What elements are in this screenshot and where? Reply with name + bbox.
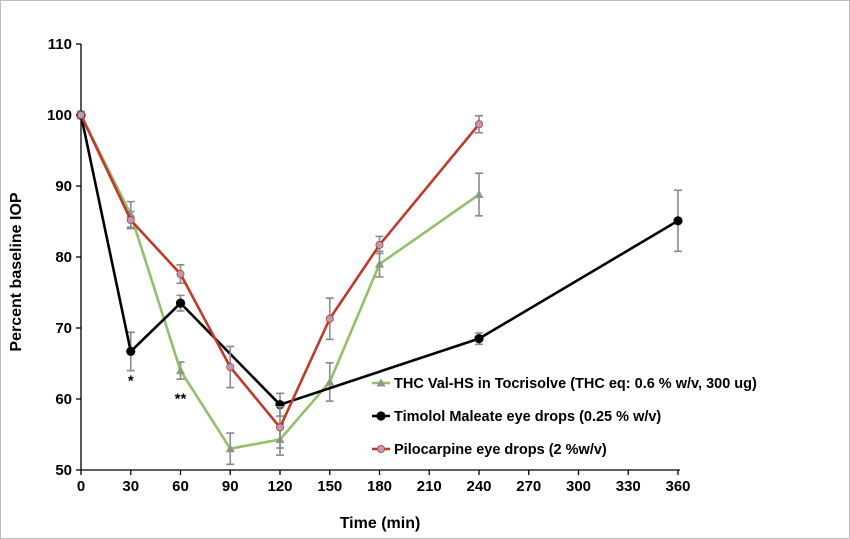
x-tick-label: 150 <box>317 478 342 495</box>
data-point <box>226 363 235 372</box>
data-point <box>275 423 284 432</box>
x-tick-label: 240 <box>466 478 491 495</box>
data-point <box>77 111 86 120</box>
data-point <box>474 334 484 344</box>
annotations: *** <box>128 373 187 408</box>
y-axis-ticks: 50 60 70 80 90 100 110 <box>47 36 81 479</box>
series-layer <box>76 110 683 466</box>
data-point <box>474 190 484 199</box>
x-tick-label: 360 <box>665 478 690 495</box>
x-axis-ticks: 0 30 60 90 120 150 180 210 240 270 300 330 360 <box>77 470 691 495</box>
x-tick-label: 330 <box>616 478 641 495</box>
x-axis-title: Time (min) <box>340 515 421 532</box>
significance-marker: * <box>128 373 134 390</box>
x-tick-label: 180 <box>367 478 392 495</box>
legend: THC Val-HS in Tocrisolve (THC eq: 0.6 % … <box>372 376 757 458</box>
y-tick-label: 50 <box>55 462 72 479</box>
data-point <box>375 240 384 249</box>
data-point <box>375 259 384 268</box>
x-tick-label: 90 <box>222 478 239 495</box>
legend-item-2: Pilocarpine eye drops (2 %w/v) <box>372 442 607 458</box>
legend-label: Pilocarpine eye drops (2 %w/v) <box>394 442 607 458</box>
y-tick-label: 90 <box>55 178 72 195</box>
data-point <box>176 270 185 279</box>
y-tick-label: 60 <box>55 391 72 408</box>
data-point <box>126 346 136 357</box>
legend-label: Timolol Maleate eye drops (0.25 % w/v) <box>394 409 661 425</box>
x-tick-label: 300 <box>566 478 591 495</box>
series-line <box>79 114 481 429</box>
y-tick-label: 80 <box>55 249 72 266</box>
x-tick-label: 60 <box>172 478 189 495</box>
data-point <box>176 366 185 375</box>
data-point <box>673 216 683 226</box>
y-axis-title: Percent baseline IOP <box>8 192 25 352</box>
x-tick-label: 210 <box>417 478 442 495</box>
y-tick-label: 100 <box>47 107 72 124</box>
data-point <box>126 216 135 225</box>
significance-marker: ** <box>175 390 187 407</box>
legend-item-0: THC Val-HS in Tocrisolve (THC eq: 0.6 % … <box>372 376 757 392</box>
y-tick-label: 110 <box>48 36 72 53</box>
series-2 <box>77 111 483 449</box>
data-point <box>474 120 483 129</box>
legend-marker <box>376 411 386 421</box>
legend-marker <box>376 378 386 387</box>
x-tick-label: 120 <box>267 478 292 495</box>
data-point <box>175 298 186 308</box>
x-tick-label: 30 <box>122 478 139 495</box>
data-point <box>325 314 334 323</box>
x-tick-label: 270 <box>516 478 541 495</box>
legend-label: THC Val-HS in Tocrisolve (THC eq: 0.6 % … <box>394 376 757 392</box>
axes: 50 60 70 80 90 100 110 0 30 60 90 120 150 180 210 240 2… <box>47 36 691 495</box>
x-tick-label: 0 <box>77 478 85 495</box>
legend-marker <box>376 444 385 453</box>
series-line <box>79 114 480 451</box>
y-tick-label: 70 <box>55 320 72 337</box>
data-point <box>325 377 335 386</box>
data-point <box>225 444 235 453</box>
legend-item-1: Timolol Maleate eye drops (0.25 % w/v) <box>372 409 661 425</box>
